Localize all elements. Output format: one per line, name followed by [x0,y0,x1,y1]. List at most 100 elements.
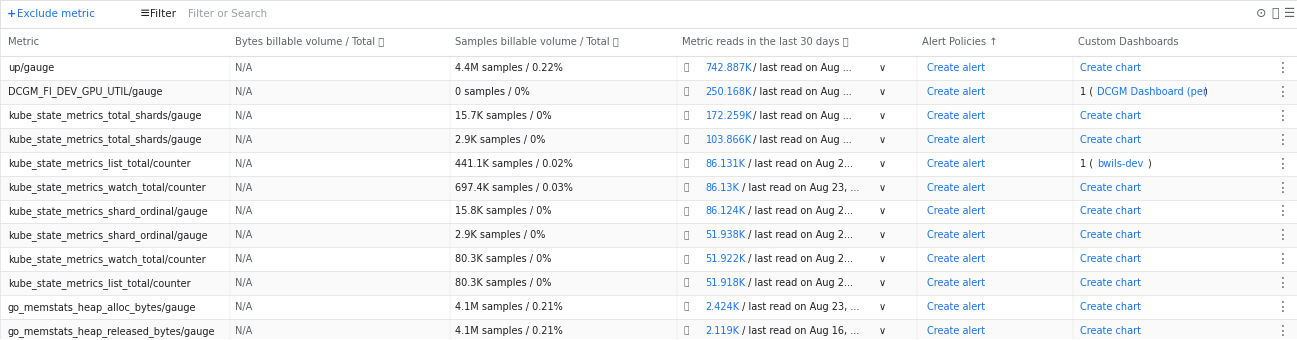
Text: Create alert: Create alert [927,135,986,144]
Text: kube_state_metrics_watch_total/counter: kube_state_metrics_watch_total/counter [8,254,205,265]
Text: ⋮: ⋮ [1275,228,1289,242]
Text: kube_state_metrics_shard_ordinal/gauge: kube_state_metrics_shard_ordinal/gauge [8,206,208,217]
Text: 4.1M samples / 0.21%: 4.1M samples / 0.21% [455,326,563,336]
Text: ⋮: ⋮ [1275,157,1289,171]
Text: DCGM_FI_DEV_GPU_UTIL/gauge: DCGM_FI_DEV_GPU_UTIL/gauge [8,86,162,97]
Text: ⋮: ⋮ [1275,109,1289,123]
Text: 1 (: 1 ( [1080,87,1093,97]
Text: ⋮: ⋮ [1275,252,1289,266]
Text: ⓘ: ⓘ [684,183,689,192]
Text: ≡: ≡ [140,7,150,20]
Text: / last read on Aug 2...: / last read on Aug 2... [744,158,852,169]
Text: DCGM Dashboard (per: DCGM Dashboard (per [1097,87,1208,97]
Text: ⋮: ⋮ [1275,204,1289,219]
Text: / last read on Aug 2...: / last read on Aug 2... [744,278,852,288]
FancyBboxPatch shape [0,56,1297,80]
Text: N/A: N/A [235,158,252,169]
Text: 86.124K: 86.124K [706,206,746,217]
Text: ∨: ∨ [878,254,886,265]
Text: / last read on Aug 23, ...: / last read on Aug 23, ... [739,302,860,312]
Text: ∨: ∨ [878,158,886,169]
Text: Create chart: Create chart [1080,278,1141,288]
Text: Create chart: Create chart [1080,135,1141,144]
Text: Create chart: Create chart [1080,254,1141,265]
FancyBboxPatch shape [0,104,1297,128]
FancyBboxPatch shape [0,223,1297,248]
Text: N/A: N/A [235,302,252,312]
Text: ⋮: ⋮ [1275,300,1289,314]
Text: Create alert: Create alert [927,111,986,121]
FancyBboxPatch shape [0,175,1297,200]
Text: Metric: Metric [8,37,39,47]
Text: ☰: ☰ [1284,7,1294,20]
Text: / last read on Aug 23, ...: / last read on Aug 23, ... [739,183,860,192]
Text: ⓘ: ⓘ [684,327,689,336]
Text: ∨: ∨ [878,111,886,121]
Text: Custom Dashboards: Custom Dashboards [1078,37,1179,47]
Text: ⓘ: ⓘ [684,207,689,216]
Text: 2.9K samples / 0%: 2.9K samples / 0% [455,231,546,240]
Text: Create chart: Create chart [1080,206,1141,217]
Text: 51.922K: 51.922K [706,254,746,265]
Text: / last read on Aug 2...: / last read on Aug 2... [744,206,852,217]
Text: 103.866K: 103.866K [706,135,752,144]
Text: Create chart: Create chart [1080,63,1141,73]
Text: kube_state_metrics_list_total/counter: kube_state_metrics_list_total/counter [8,278,191,289]
Text: Create chart: Create chart [1080,231,1141,240]
FancyBboxPatch shape [0,152,1297,175]
Text: ⤓: ⤓ [1271,7,1279,20]
Text: kube_state_metrics_total_shards/gauge: kube_state_metrics_total_shards/gauge [8,110,201,121]
Text: up/gauge: up/gauge [8,63,54,73]
Text: ): ) [1204,87,1206,97]
Text: Create alert: Create alert [927,63,986,73]
Text: ⋮: ⋮ [1275,133,1289,147]
Text: Samples billable volume / Total ⓘ: Samples billable volume / Total ⓘ [455,37,619,47]
Text: ∨: ∨ [878,135,886,144]
Text: ∨: ∨ [878,206,886,217]
Text: Create alert: Create alert [927,278,986,288]
Text: Create chart: Create chart [1080,183,1141,192]
Text: 2.119K: 2.119K [706,326,739,336]
Text: ∨: ∨ [878,278,886,288]
Text: ∨: ∨ [878,302,886,312]
Text: ⓘ: ⓘ [684,231,689,240]
Text: Create chart: Create chart [1080,111,1141,121]
Text: N/A: N/A [235,63,252,73]
Text: Create alert: Create alert [927,254,986,265]
Text: 15.7K samples / 0%: 15.7K samples / 0% [455,111,551,121]
Text: Metric reads in the last 30 days ⓘ: Metric reads in the last 30 days ⓘ [682,37,848,47]
FancyBboxPatch shape [0,295,1297,319]
Text: 15.8K samples / 0%: 15.8K samples / 0% [455,206,551,217]
FancyBboxPatch shape [0,28,1297,56]
Text: Create alert: Create alert [927,183,986,192]
Text: ⋮: ⋮ [1275,324,1289,338]
Text: / last read on Aug ...: / last read on Aug ... [750,63,852,73]
Text: kube_state_metrics_shard_ordinal/gauge: kube_state_metrics_shard_ordinal/gauge [8,230,208,241]
Text: 441.1K samples / 0.02%: 441.1K samples / 0.02% [455,158,573,169]
FancyBboxPatch shape [0,271,1297,295]
Text: 742.887K: 742.887K [706,63,752,73]
Text: ⋮: ⋮ [1275,276,1289,290]
Text: 80.3K samples / 0%: 80.3K samples / 0% [455,254,551,265]
Text: 4.1M samples / 0.21%: 4.1M samples / 0.21% [455,302,563,312]
Text: 0 samples / 0%: 0 samples / 0% [455,87,530,97]
Text: go_memstats_heap_alloc_bytes/gauge: go_memstats_heap_alloc_bytes/gauge [8,302,196,313]
Text: Alert Policies ↑: Alert Policies ↑ [922,37,997,47]
Text: N/A: N/A [235,183,252,192]
Text: N/A: N/A [235,231,252,240]
Text: Create alert: Create alert [927,158,986,169]
Text: 86.131K: 86.131K [706,158,746,169]
Text: N/A: N/A [235,87,252,97]
Text: ⋮: ⋮ [1275,181,1289,194]
Text: ⓘ: ⓘ [684,63,689,72]
Text: N/A: N/A [235,206,252,217]
Text: Create alert: Create alert [927,326,986,336]
Text: ): ) [1148,158,1150,169]
Text: ∨: ∨ [878,326,886,336]
Text: Create alert: Create alert [927,206,986,217]
Text: ⓘ: ⓘ [684,255,689,264]
Text: 4.4M samples / 0.22%: 4.4M samples / 0.22% [455,63,563,73]
Text: N/A: N/A [235,278,252,288]
Text: Create alert: Create alert [927,231,986,240]
Text: ⋮: ⋮ [1275,61,1289,75]
